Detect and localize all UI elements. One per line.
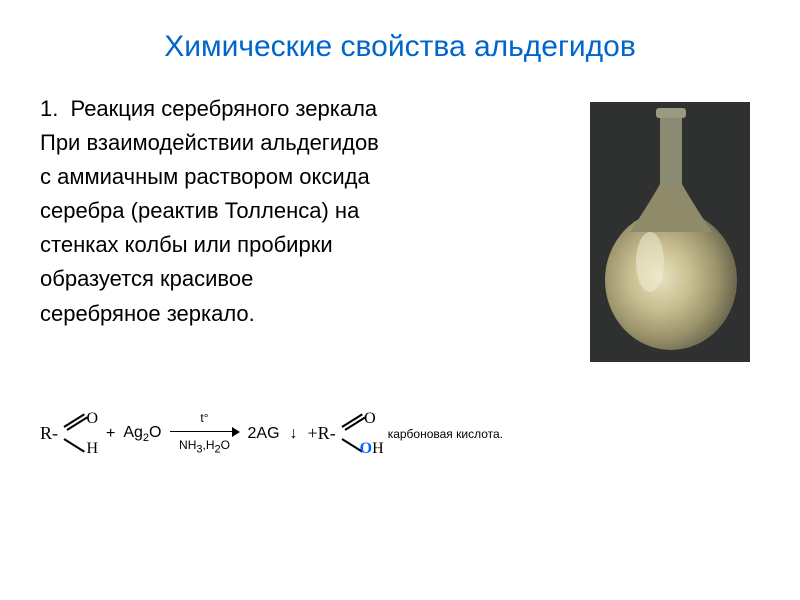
slide-title: Химические свойства альдегидов <box>40 30 760 64</box>
plus-1: + <box>106 425 115 443</box>
text-column: 1. Реакция серебряного зеркала При взаим… <box>40 92 562 331</box>
r-group-left: R- <box>40 423 58 444</box>
body-line-6: серебряное зеркало. <box>40 297 562 331</box>
atom-o-right: O <box>364 410 376 428</box>
body-line-3: серебра (реактив Толленса) на <box>40 194 562 228</box>
atom-h-left: H <box>86 440 98 458</box>
reactant-aldehyde: R- O H <box>40 416 98 452</box>
product-silver: 2AG <box>248 425 280 443</box>
arrow-condition-bottom: NH3,H2O <box>179 439 230 456</box>
slide: Химические свойства альдегидов 1. Реакци… <box>0 0 800 600</box>
list-number: 1. <box>40 92 58 126</box>
r-group-right: +R- <box>308 423 336 444</box>
flask-svg <box>590 102 750 362</box>
precipitate-arrow: ↓ <box>290 425 298 443</box>
content-area: 1. Реакция серебряного зеркала При взаим… <box>40 92 760 372</box>
body-line-5: образуется красивое <box>40 262 562 296</box>
reaction-arrow: t° NH3,H2O <box>170 412 240 456</box>
body-line-2: с аммиачным раствором оксида <box>40 160 562 194</box>
atom-oh-right: OH <box>360 440 384 458</box>
body-line-1: При взаимодействии альдегидов <box>40 126 562 160</box>
acid-label: карбоновая кислота. <box>388 427 503 441</box>
arrow-line <box>170 425 240 439</box>
atom-o-left: O <box>86 410 98 428</box>
body-line-4: стенках колбы или пробирки <box>40 228 562 262</box>
chemical-equation: R- O H + Ag2O t° NH3,H2O <box>40 412 760 456</box>
list-item-1: 1. Реакция серебряного зеркала <box>40 92 562 126</box>
reaction-name: Реакция серебряного зеркала <box>70 96 377 121</box>
product-acid: +R- O OH <box>308 416 376 452</box>
reagent-ag2o: Ag2O <box>123 424 161 444</box>
flask-image <box>580 92 760 372</box>
arrow-condition-top: t° <box>200 412 208 425</box>
